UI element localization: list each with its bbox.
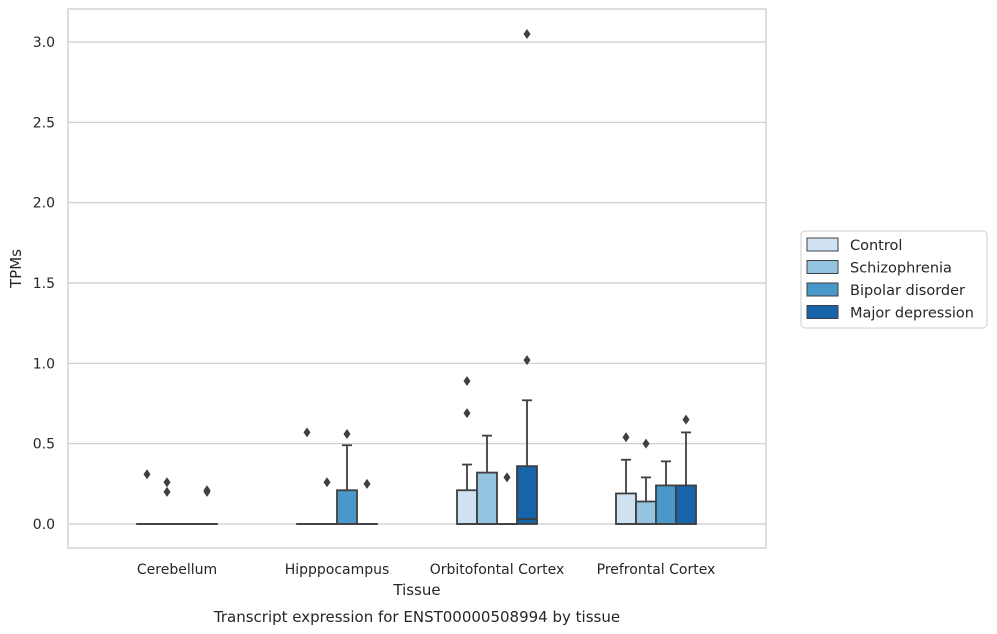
x-tick-label: Prefrontal Cortex: [597, 562, 716, 578]
box-schizophrenia: [476, 434, 498, 525]
chart-caption: Transcript expression for ENST0000050899…: [213, 608, 620, 626]
plot-frame: [67, 8, 767, 549]
outlier-point: [463, 376, 471, 387]
y-tick-label: 2.0: [33, 196, 55, 212]
legend: Control Schizophrenia Bipolar disorder Majo…: [800, 230, 988, 329]
box-bipolar-disorder: [336, 429, 358, 525]
outlier-point: [523, 355, 531, 366]
outlier-point: [523, 28, 531, 39]
outlier-point: [503, 472, 511, 483]
x-tick-label: Cerebellum: [137, 562, 217, 578]
box: [635, 500, 657, 525]
y-axis-title: TPMs: [7, 249, 25, 289]
legend-swatch: [806, 282, 839, 297]
outlier-point: [343, 429, 351, 440]
box: [476, 471, 498, 525]
box-schizophrenia: [156, 477, 178, 525]
y-axis-ticks: 0.0 0.5 1.0 1.5 2.0 2.5 3.0: [33, 35, 55, 533]
legend-swatch: [806, 260, 839, 274]
y-tick-label: 1.0: [33, 356, 55, 372]
box-schizophrenia: [635, 438, 657, 525]
legend-label: Control: [850, 238, 902, 254]
legend-label: Schizophrenia: [850, 261, 952, 277]
x-axis-title: Tissue: [392, 581, 440, 599]
x-tick-label: Orbitofontal Cortex: [430, 562, 565, 578]
box-major-depression: [356, 478, 378, 525]
outlier-point: [323, 477, 331, 488]
outlier-point: [203, 485, 211, 496]
box: [516, 465, 538, 525]
legend-swatch: [806, 237, 839, 252]
outlier-point: [163, 486, 171, 497]
y-tick-label: 0.5: [33, 437, 55, 453]
box: [675, 484, 697, 525]
y-tick-label: 1.5: [33, 276, 55, 292]
legend-frame: [800, 230, 988, 329]
box-bipolar-disorder: [496, 472, 518, 525]
box: [655, 484, 677, 525]
outlier-point: [163, 477, 171, 488]
gridlines: [68, 41, 766, 525]
outlier-point: [363, 478, 371, 489]
box-control: [136, 469, 158, 525]
outlier-point: [143, 469, 151, 480]
outlier-point: [622, 432, 630, 443]
box: [456, 489, 478, 525]
outlier-point: [463, 408, 471, 419]
outlier-point: [682, 414, 690, 425]
box-control: [456, 376, 478, 525]
y-tick-label: 0.0: [33, 517, 55, 533]
y-tick-label: 3.0: [33, 35, 55, 51]
outlier-point: [303, 427, 311, 438]
box: [615, 492, 637, 525]
box-series: [136, 28, 697, 525]
box-major-depression: [196, 485, 218, 525]
box-major-depression: [675, 414, 697, 525]
x-tick-label: Hipppocampus: [285, 562, 390, 578]
x-axis-ticks: Cerebellum Hipppocampus Orbitofontal Corte…: [137, 562, 715, 578]
legend-label: Bipolar disorder: [850, 283, 965, 299]
box-major-depression: [516, 28, 538, 525]
box: [336, 489, 358, 525]
box-bipolar-disorder: [655, 460, 677, 525]
y-tick-label: 2.5: [33, 115, 55, 131]
outlier-point: [642, 438, 650, 449]
legend-label: Major depression: [850, 306, 974, 322]
box-control: [615, 432, 637, 525]
box-control: [296, 427, 318, 525]
box-schizophrenia: [316, 477, 338, 525]
legend-swatch: [806, 305, 839, 319]
